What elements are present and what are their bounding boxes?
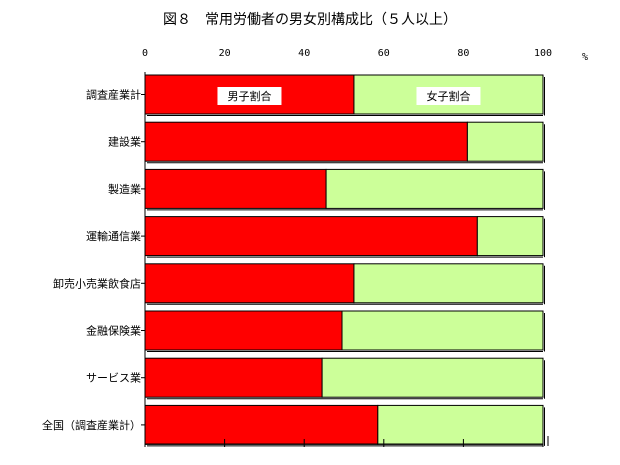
category-label: サービス業: [86, 372, 141, 385]
series-label-box: [416, 87, 481, 105]
category-label: 建設業: [108, 135, 141, 149]
category-label: 製造業: [108, 182, 141, 196]
bar-female: [321, 357, 544, 398]
bar-female: [325, 168, 544, 209]
x-tick-label: 60: [378, 48, 390, 59]
x-tick-label: 40: [298, 48, 310, 59]
bar-female: [341, 310, 544, 351]
category-label: 運輸通信業: [86, 229, 141, 243]
category-label: 金融保険業: [86, 324, 141, 338]
bar-male: [144, 357, 323, 398]
bar-male: [144, 404, 379, 445]
category-label: 全国（調査産業計）: [42, 418, 141, 432]
x-tick-label: 20: [219, 48, 231, 59]
bar-male: [144, 216, 478, 257]
bar-male: [144, 263, 355, 304]
bar-female: [466, 121, 544, 162]
series-label: 女子割合: [426, 89, 470, 103]
x-tick-label: 80: [457, 48, 469, 59]
x-tick-label: 0: [142, 48, 148, 59]
x-tick-label: 100: [534, 48, 552, 59]
bar-female: [377, 404, 544, 445]
bar-male: [144, 121, 468, 162]
bar-male: [144, 310, 343, 351]
bar-male: [144, 168, 327, 209]
category-label: 卸売小売業飲食店: [53, 276, 141, 290]
chart-title: 図８ 常用労働者の男女別構成比（５人以上）: [163, 11, 457, 28]
axis-unit-label: %: [582, 52, 588, 63]
series-label-box: [217, 87, 282, 105]
category-label: 調査産業計: [86, 88, 141, 102]
series-label: 男子割合: [227, 89, 271, 103]
bar-female: [353, 263, 544, 304]
plot-area: 0 20 40 60 80 100 調査産業計建設業製造業運輸通信業卸売小売業飲食店金融保険…: [42, 48, 552, 447]
bar-female: [476, 216, 544, 257]
